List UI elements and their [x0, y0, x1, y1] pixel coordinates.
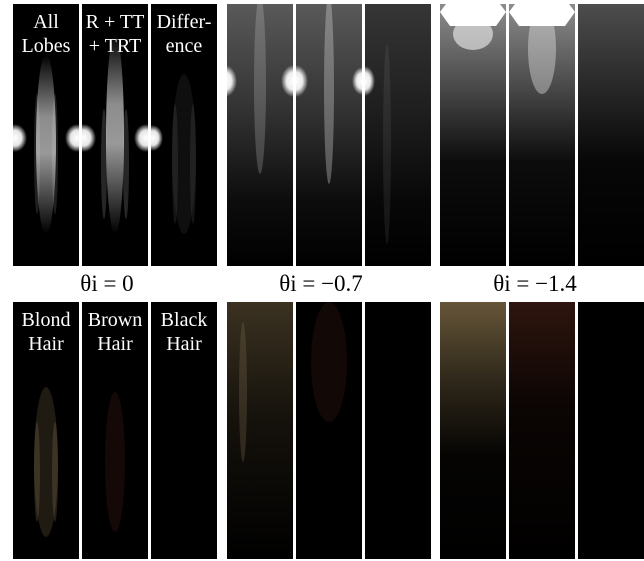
panel-group-theta-neg-1-4: [440, 4, 644, 266]
panel-all-lobes: [227, 4, 293, 266]
panel-label: Brown Hair: [87, 309, 143, 355]
figure-row-bottom: Blond Hair Brown Hair Black Hair: [0, 302, 644, 559]
panel-blond-hair: Blond Hair: [13, 302, 79, 559]
panel-black-hair: [365, 302, 431, 559]
figure-row-top: All Lobes R + TT + TRT Differ- ence: [0, 4, 644, 266]
panel-group-theta-neg-0-7: [227, 302, 431, 559]
panel-black-hair: [578, 302, 644, 559]
panel-all-lobes: [440, 4, 506, 266]
panel-label: Blond Hair: [21, 309, 71, 355]
panel-brown-hair: Brown Hair: [82, 302, 148, 559]
panel-difference: Differ- ence: [151, 4, 217, 266]
panel-group-theta-0: Blond Hair Brown Hair Black Hair: [13, 302, 217, 559]
panel-blond-hair: [227, 302, 293, 559]
panel-label: Differ- ence: [156, 11, 212, 57]
panel-r-tt-trt: R + TT + TRT: [82, 4, 148, 266]
panel-brown-hair: [296, 302, 362, 559]
panel-group-theta-0: All Lobes R + TT + TRT Differ- ence: [13, 4, 217, 266]
panel-brown-hair: [509, 302, 575, 559]
panel-r-tt-trt: [509, 4, 575, 266]
panel-all-lobes: All Lobes: [13, 4, 79, 266]
theta-label-neg-0-7: θi = −0.7: [279, 271, 363, 296]
panel-group-theta-neg-0-7: [227, 4, 431, 266]
panel-difference: [578, 4, 644, 266]
panel-blond-hair: [440, 302, 506, 559]
panel-group-theta-neg-1-4: [440, 302, 644, 559]
panel-difference: [365, 4, 431, 266]
panel-label: Black Hair: [160, 309, 208, 355]
panel-label: R + TT + TRT: [85, 11, 145, 57]
panel-black-hair: Black Hair: [151, 302, 217, 559]
theta-label-0: θi = 0: [80, 271, 134, 296]
theta-label-neg-1-4: θi = −1.4: [493, 271, 577, 296]
panel-r-tt-trt: [296, 4, 362, 266]
panel-label: All Lobes: [21, 11, 71, 57]
